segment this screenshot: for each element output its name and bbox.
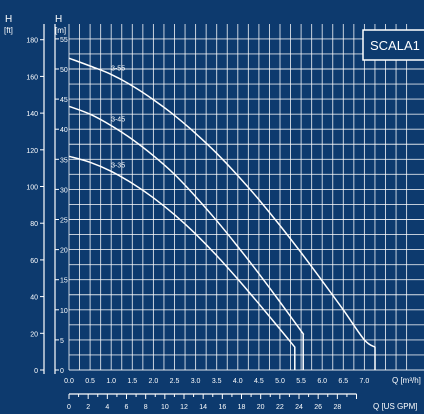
h-m-axis-unit: [m] (55, 26, 66, 35)
q-gpm-tick-label: 22 (276, 404, 284, 411)
h-m-tick-label: 20 (60, 248, 68, 255)
q-m3h-axis-label: Q [m³/h] (392, 376, 421, 385)
h-m-tick-label: 5 (60, 338, 64, 345)
q-gpm-tick-label: 28 (333, 404, 341, 411)
q-m3h-tick-label: 0.0 (64, 378, 74, 385)
series-curve-3-35 (68, 155, 296, 370)
h-m-tick-label: 50 (60, 67, 68, 74)
q-gpm-tick-label: 16 (218, 404, 226, 411)
q-gpm-tick-label: 4 (105, 404, 109, 411)
q-m3h-tick-label: 3.0 (191, 378, 201, 385)
h-m-tick-label: 25 (60, 218, 68, 225)
h-m-tick-label: 15 (60, 278, 68, 285)
h-ft-axis-unit: [ft] (4, 26, 13, 35)
h-m-tick-label: 45 (60, 97, 68, 104)
h-m-tick-label: 0 (60, 368, 64, 375)
q-m3h-tick-label: 6.0 (317, 378, 327, 385)
q-m3h-tick-label: 0.5 (85, 378, 95, 385)
h-ft-tick-label: 0 (34, 368, 38, 375)
q-m3h-tick-label: 4.0 (233, 378, 243, 385)
h-m-tick-label: 55 (60, 37, 68, 44)
q-m3h-tick-label: 1.0 (106, 378, 116, 385)
q-gpm-tick-label: 2 (86, 404, 90, 411)
h-m-tick-label: 10 (60, 308, 68, 315)
h-ft-tick-label: 80 (30, 221, 38, 228)
q-gpm-tick-label: 8 (144, 404, 148, 411)
q-m3h-tick-label: 3.5 (212, 378, 222, 385)
q-gpm-tick-label: 12 (180, 404, 188, 411)
q-m3h-tick-label: 2.0 (149, 378, 159, 385)
q-gpm-tick-label: 0 (67, 404, 71, 411)
series-label-3-35: 3-35 (111, 162, 125, 169)
series-label-3-55: 3-55 (111, 66, 125, 73)
q-gpm-tick-label: 14 (199, 404, 207, 411)
q-gpm-axis-label: Q [US GPM] (373, 402, 417, 411)
q-gpm-tick-label: 6 (125, 404, 129, 411)
q-m3h-tick-label: 5.5 (296, 378, 306, 385)
h-ft-tick-label: 60 (30, 258, 38, 265)
h-ft-axis-head: H (5, 14, 12, 25)
q-gpm-tick-label: 18 (238, 404, 246, 411)
q-m3h-tick-label: 2.5 (170, 378, 180, 385)
q-m3h-tick-label: 4.5 (254, 378, 264, 385)
h-m-tick-label: 40 (60, 127, 68, 134)
q-m3h-tick-label: 1.5 (127, 378, 137, 385)
series-label-3-45: 3-45 (111, 116, 125, 123)
q-gpm-tick-label: 26 (314, 404, 322, 411)
h-ft-tick-label: 160 (26, 74, 38, 81)
h-ft-tick-label: 120 (26, 148, 38, 155)
chart-title: SCALA1 (370, 38, 420, 53)
h-m-axis-head: H (55, 14, 62, 25)
h-ft-tick-label: 40 (30, 295, 38, 302)
q-m3h-tick-label: 7.0 (360, 378, 370, 385)
series-curve-3-45 (68, 105, 305, 370)
title-box (362, 29, 424, 61)
h-m-tick-label: 30 (60, 187, 68, 194)
q-m3h-tick-label: 6.5 (338, 378, 348, 385)
q-gpm-tick-label: 24 (295, 404, 303, 411)
h-ft-tick-label: 20 (30, 331, 38, 338)
series-curve-3-55 (68, 57, 376, 370)
h-ft-tick-label: 100 (26, 185, 38, 192)
h-m-tick-label: 35 (60, 157, 68, 164)
q-m3h-tick-label: 5.0 (275, 378, 285, 385)
q-gpm-tick-label: 20 (257, 404, 265, 411)
q-gpm-tick-label: 10 (161, 404, 169, 411)
h-ft-tick-label: 180 (26, 38, 38, 45)
h-ft-tick-label: 140 (26, 111, 38, 118)
